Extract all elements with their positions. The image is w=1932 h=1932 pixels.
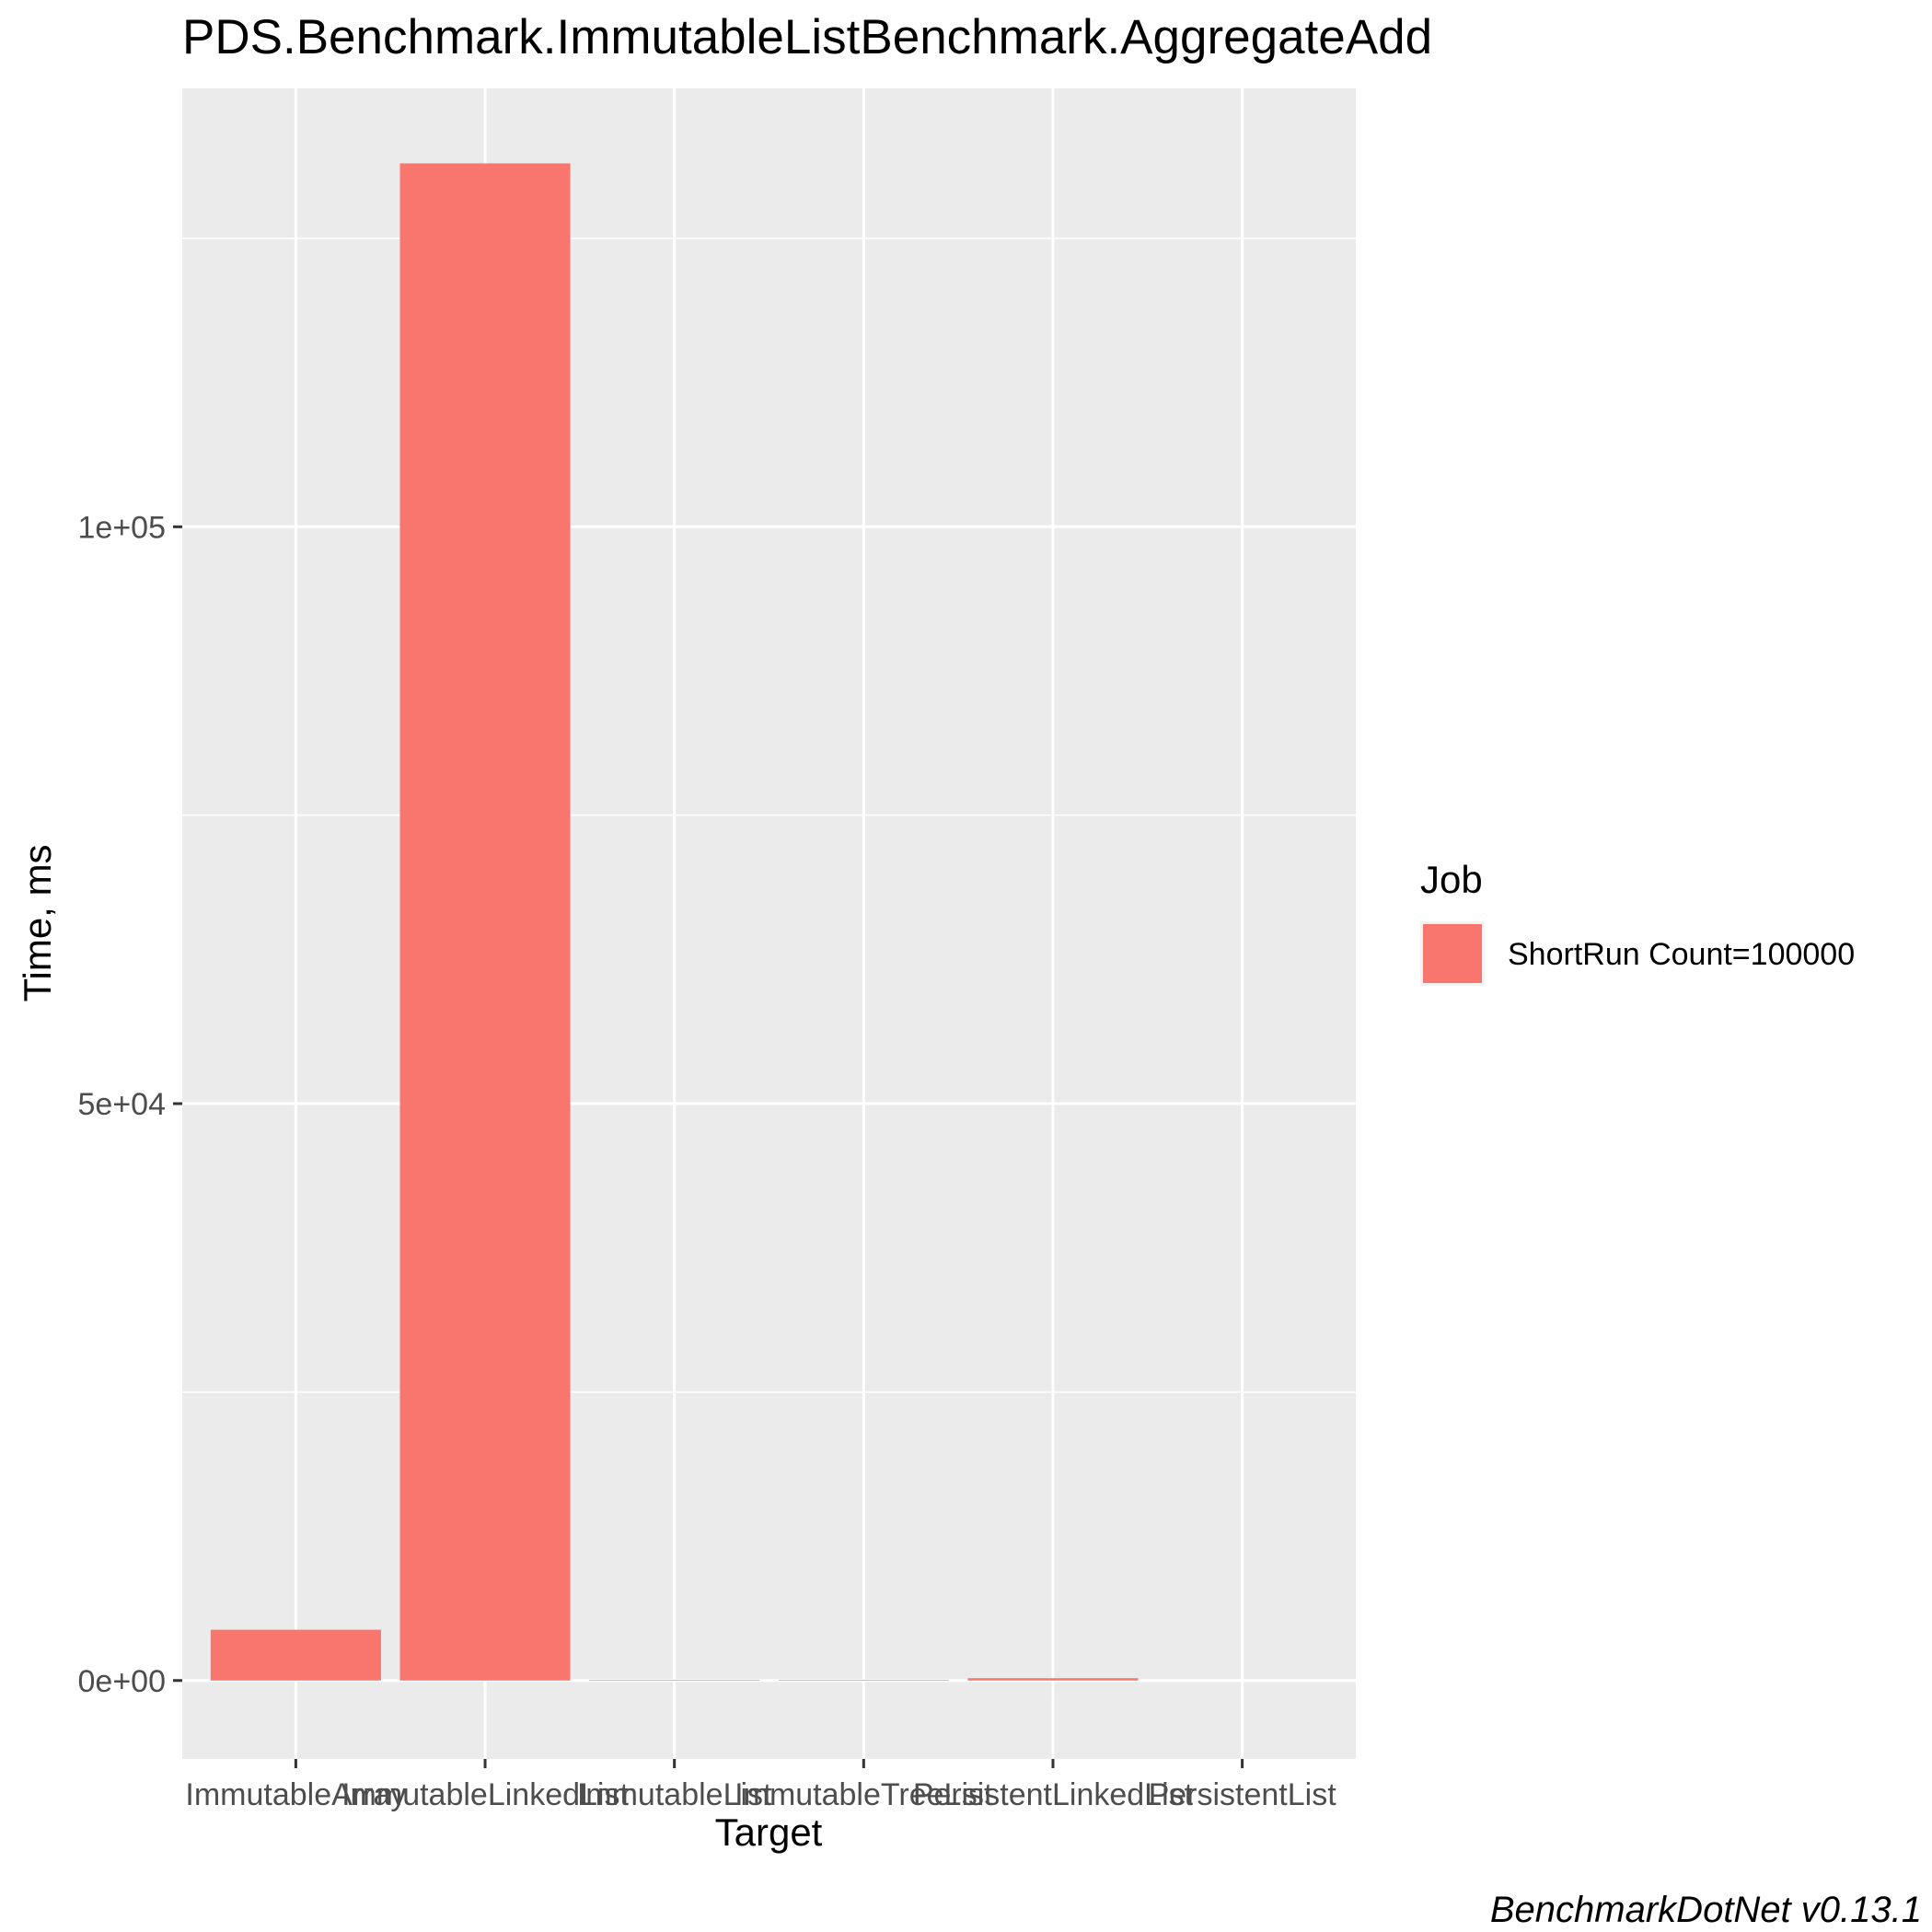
x-axis-title: Target [715,1811,823,1854]
bar [778,1680,949,1681]
y-tick-label: 1e+05 [78,510,167,545]
legend-label: ShortRun Count=100000 [1508,937,1855,972]
grid-minor [182,237,1356,1394]
bars [210,163,1139,1681]
x-tick-label: PersistentLinkedList [913,1777,1194,1812]
legend: Job ShortRun Count=100000 [1420,858,1855,986]
y-tick-label: 0e+00 [78,1664,167,1699]
bar [589,1680,760,1681]
y-tick-label: 5e+04 [78,1087,167,1122]
plot-panel [182,88,1356,1759]
y-axis-title: Time, ms [16,844,59,1001]
x-tick-label: ImmutableArray [185,1777,406,1812]
chart-title: PDS.Benchmark.ImmutableListBenchmark.Agg… [182,10,1432,64]
x-tick-label: ImmutableList [577,1777,772,1812]
legend-swatch [1423,924,1482,983]
x-tick-label: PersistentList [1149,1777,1337,1812]
x-axis: ImmutableArrayImmutableLinkedListImmutab… [185,1759,1336,1812]
y-axis: 0e+00 5e+04 1e+05 [78,510,182,1699]
x-tick-label: ImmutableTreeList [735,1777,993,1812]
bar [399,163,571,1681]
caption: BenchmarkDotNet v0.13.1 [1490,1890,1922,1930]
bar [967,1678,1139,1681]
x-tick-label: ImmutableLinkedList [341,1777,629,1812]
legend-title: Job [1420,858,1483,901]
bar [210,1629,381,1681]
grid-major [182,88,1356,1759]
